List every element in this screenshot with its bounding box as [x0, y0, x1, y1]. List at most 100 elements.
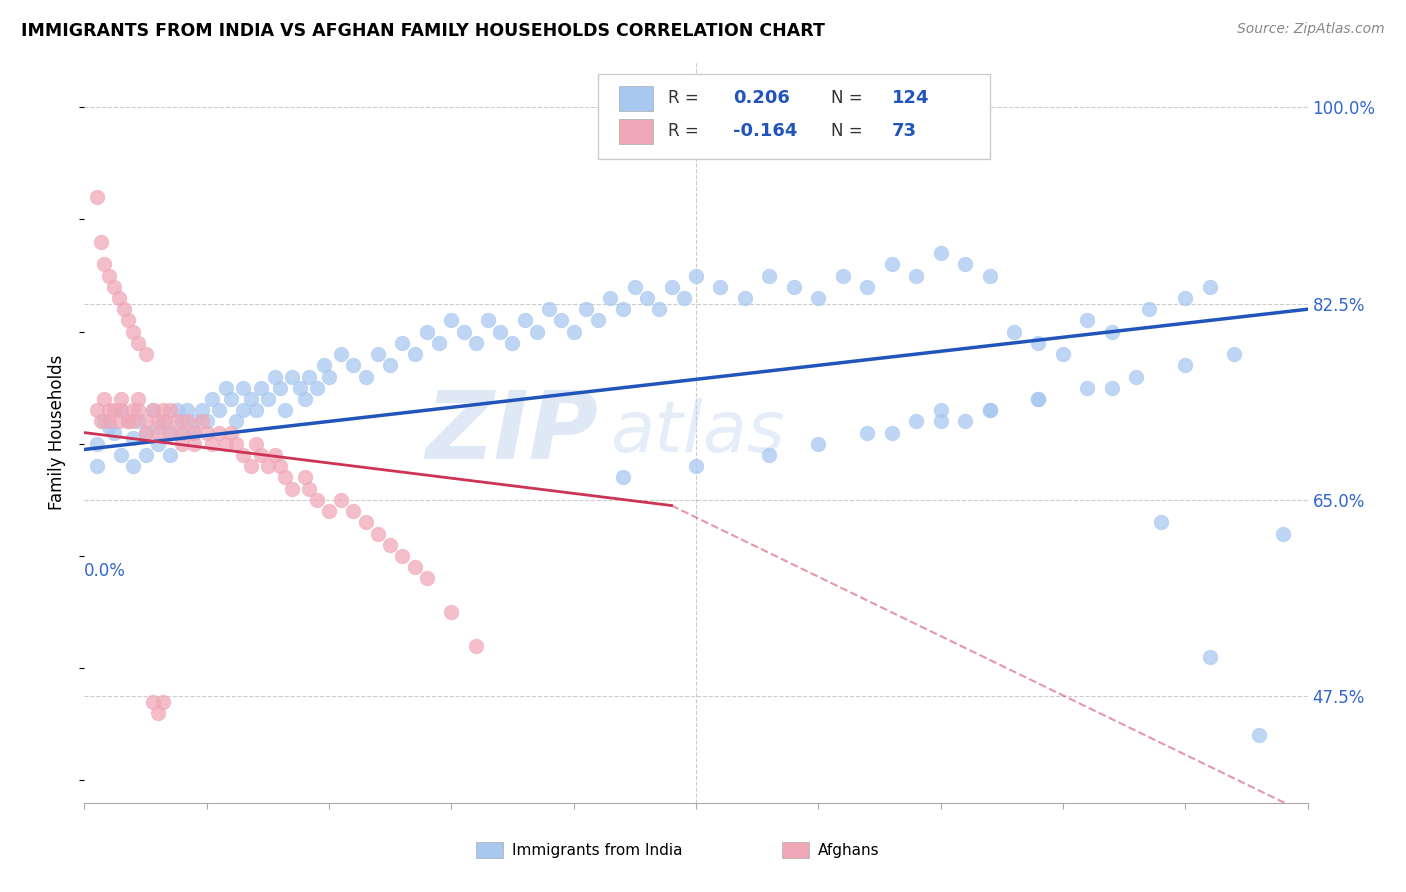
Point [122, 414, 145, 428]
Point [624, 280, 647, 294]
Point [1174, 291, 1197, 305]
Point [245, 403, 267, 417]
Point [146, 420, 169, 434]
Point [86, 403, 108, 417]
Point [367, 526, 389, 541]
Text: Immigrants from India: Immigrants from India [513, 843, 683, 858]
Point [281, 369, 304, 384]
Point [685, 459, 707, 474]
Point [1223, 347, 1246, 361]
Text: N =: N = [831, 89, 862, 107]
Point [93, 414, 115, 428]
Point [330, 347, 353, 361]
Point [648, 302, 671, 317]
Point [905, 414, 928, 428]
Point [404, 560, 426, 574]
Point [1150, 516, 1173, 530]
Point [239, 459, 262, 474]
Point [599, 291, 621, 305]
Text: atlas: atlas [610, 398, 785, 467]
Point [1272, 526, 1295, 541]
Point [880, 257, 903, 271]
Point [391, 335, 413, 350]
Point [183, 425, 205, 440]
Y-axis label: Family Households: Family Households [48, 355, 66, 510]
Point [354, 369, 377, 384]
Point [831, 268, 853, 283]
Point [249, 381, 271, 395]
Point [103, 425, 125, 440]
Point [427, 335, 450, 350]
Point [215, 381, 238, 395]
Point [127, 392, 149, 406]
Point [440, 313, 463, 327]
Point [758, 448, 780, 462]
Point [86, 459, 108, 474]
Point [612, 302, 634, 317]
Point [117, 414, 139, 428]
Point [97, 420, 120, 434]
Point [112, 302, 135, 317]
Point [1198, 280, 1220, 294]
Point [1076, 313, 1098, 327]
Point [166, 414, 188, 428]
Point [305, 381, 328, 395]
Point [122, 403, 145, 417]
Point [354, 516, 377, 530]
Point [159, 425, 181, 440]
Point [200, 392, 222, 406]
Point [404, 347, 426, 361]
Point [176, 403, 198, 417]
Point [107, 291, 129, 305]
Point [152, 695, 174, 709]
Point [103, 280, 125, 294]
Point [269, 459, 291, 474]
Point [1028, 335, 1050, 350]
Point [232, 403, 254, 417]
Point [1101, 381, 1123, 395]
Point [257, 392, 280, 406]
Point [142, 403, 165, 417]
Point [1101, 325, 1123, 339]
Point [709, 280, 731, 294]
Point [1052, 347, 1074, 361]
Point [90, 235, 112, 249]
Point [685, 268, 707, 283]
Point [281, 482, 304, 496]
Point [122, 431, 145, 445]
Point [97, 268, 120, 283]
Point [86, 437, 108, 451]
Point [1137, 302, 1160, 317]
Point [215, 437, 238, 451]
Point [93, 392, 115, 406]
Point [239, 392, 262, 406]
Point [586, 313, 609, 327]
Point [562, 325, 585, 339]
Point [219, 425, 242, 440]
Point [107, 414, 129, 428]
Text: 0.0%: 0.0% [84, 562, 127, 580]
Point [208, 403, 231, 417]
Point [274, 470, 297, 484]
FancyBboxPatch shape [475, 842, 503, 858]
Text: N =: N = [831, 122, 862, 140]
Point [117, 414, 139, 428]
Point [152, 403, 174, 417]
Point [153, 414, 176, 428]
Point [880, 425, 903, 440]
Point [294, 392, 316, 406]
Point [342, 504, 364, 518]
Point [538, 302, 561, 317]
Point [195, 425, 218, 440]
Point [318, 369, 340, 384]
Point [1076, 381, 1098, 395]
Point [464, 639, 486, 653]
Text: 0.206: 0.206 [733, 89, 790, 107]
Point [575, 302, 598, 317]
Point [807, 291, 830, 305]
Point [416, 571, 439, 585]
Point [135, 448, 157, 462]
Point [758, 268, 780, 283]
Point [298, 482, 321, 496]
Point [661, 280, 683, 294]
